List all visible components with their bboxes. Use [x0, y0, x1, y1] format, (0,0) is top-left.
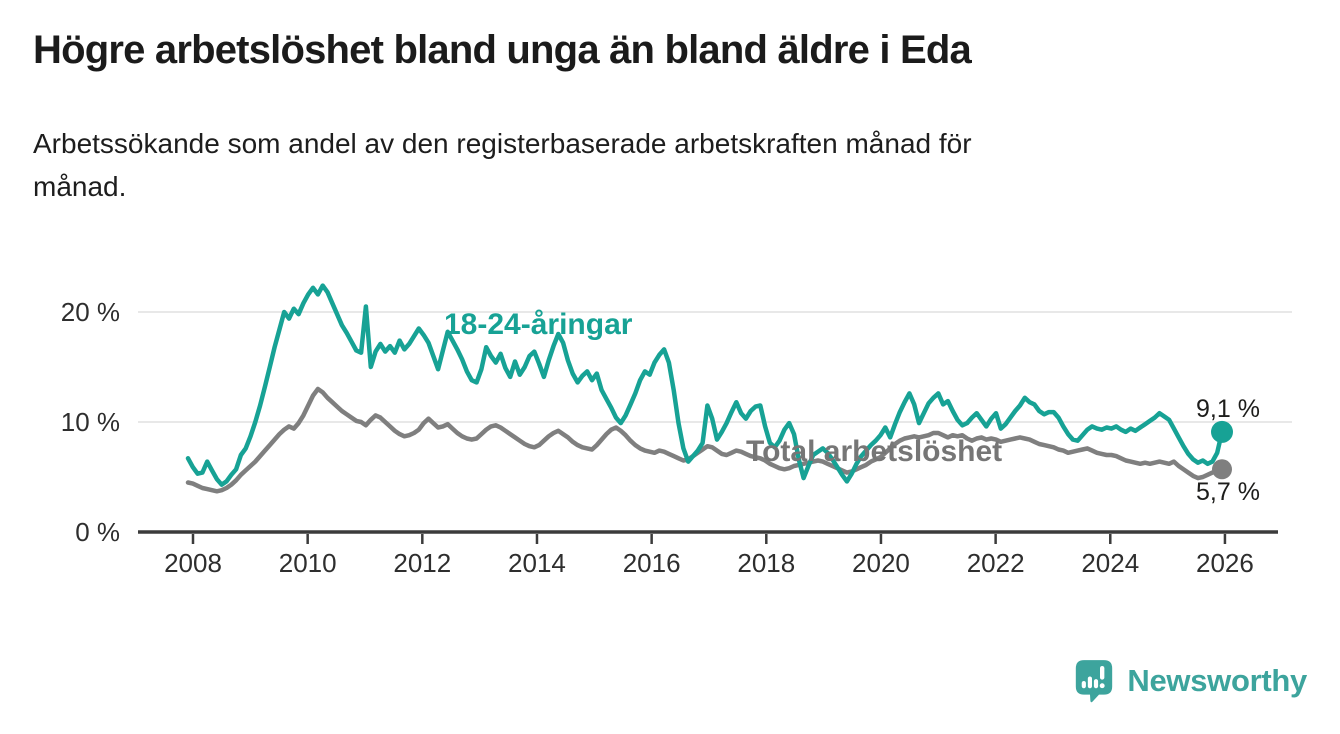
x-tick-label: 2024	[1081, 548, 1139, 578]
x-tick-label: 2018	[737, 548, 795, 578]
x-tick-label: 2014	[508, 548, 566, 578]
page-subtitle: Arbetssökande som andel av den registerb…	[33, 128, 972, 203]
series-end-dot-youth	[1211, 420, 1233, 443]
x-tick-label: 2008	[164, 548, 222, 578]
x-tick-label: 2010	[279, 548, 337, 578]
page-title: Högre arbetslöshet bland unga än bland ä…	[33, 28, 972, 72]
series-label-total: Total arbetslöshet	[746, 435, 1002, 468]
x-tick-label: 2022	[967, 548, 1025, 578]
x-tick-label: 2026	[1196, 548, 1254, 578]
x-tick-label: 2012	[393, 548, 451, 578]
newsworthy-logo-icon	[1076, 660, 1113, 703]
newsworthy-logo-text: Newsworthy	[1127, 663, 1307, 698]
series-end-dot-total	[1212, 459, 1232, 480]
y-tick-label: 10 %	[61, 407, 120, 437]
newsworthy-logo: Newsworthy	[1074, 657, 1307, 705]
x-tick-label: 2020	[852, 548, 910, 578]
unemployment-line-chart: 2008 2010 2012 2014 2016 2018 2020 2022 2024 2026…	[61, 283, 1292, 578]
series-line-total	[185, 386, 1225, 494]
y-tick-label: 20 %	[61, 297, 120, 327]
series-end-label-youth: 9,1 %	[1196, 395, 1260, 423]
series-line-youth	[185, 283, 1225, 487]
y-tick-label: 0 %	[75, 517, 120, 547]
x-tick-label: 2016	[623, 548, 681, 578]
series-end-label-total: 5,7 %	[1196, 478, 1260, 506]
series-label-youth: 18-24-åringar	[444, 308, 633, 341]
